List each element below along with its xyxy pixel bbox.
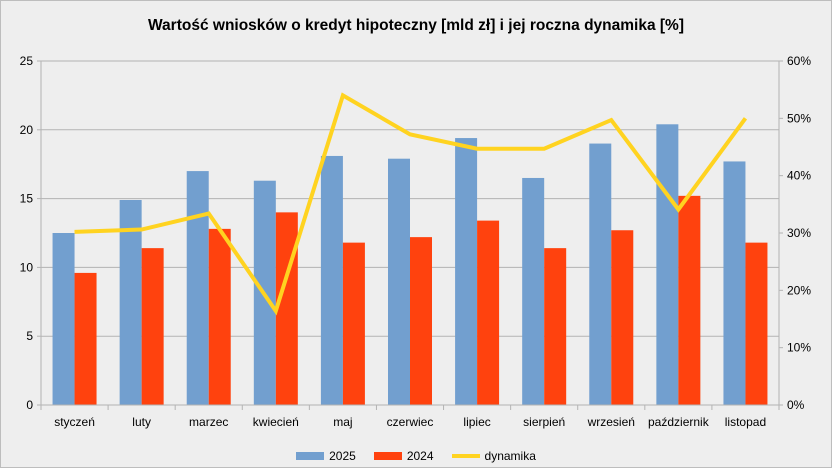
bar-2024	[410, 237, 432, 405]
x-tick-label: styczeń	[54, 415, 95, 429]
bar-2025	[656, 124, 679, 406]
bar-2024	[208, 228, 231, 405]
bar-2025	[119, 199, 142, 405]
bar-2024	[611, 230, 634, 405]
bar-2024	[544, 248, 567, 405]
x-tick-label: kwiecień	[253, 415, 299, 429]
bar-2025	[388, 158, 410, 405]
bar-2024	[745, 242, 768, 405]
bar-2025	[522, 177, 545, 405]
x-tick-label: marzec	[189, 415, 228, 429]
bar-2024	[477, 220, 500, 405]
y-tick-label: 0	[26, 398, 33, 412]
y2-tick-label: 50%	[787, 111, 811, 125]
y-tick-label: 25	[20, 54, 34, 68]
bar-2024	[342, 242, 365, 405]
legend-item-dynamika: dynamika	[451, 449, 536, 463]
chart-title: Wartość wniosków o kredyt hipoteczny [ml…	[148, 17, 684, 34]
y-tick-label: 10	[20, 260, 34, 274]
bar-2025	[52, 233, 75, 405]
legend-item-2025: 2025	[296, 449, 356, 463]
bar-2025	[320, 155, 343, 405]
x-tick-label: luty	[132, 415, 151, 429]
legend-label: 2024	[406, 449, 434, 463]
legend-swatch	[296, 452, 325, 460]
legend-swatch	[451, 454, 480, 458]
x-tick-label: lipiec	[463, 415, 490, 429]
bar-2024	[678, 195, 701, 405]
y2-tick-label: 40%	[787, 169, 811, 183]
bar-2025	[455, 138, 478, 405]
bar-2024	[275, 212, 298, 405]
y2-tick-label: 20%	[787, 283, 811, 297]
y-tick-label: 20	[20, 123, 34, 137]
y2-tick-label: 30%	[787, 226, 811, 240]
y2-tick-label: 60%	[787, 54, 811, 68]
legend-label: dynamika	[484, 449, 536, 463]
bar-2024	[141, 248, 164, 405]
legend: 2025 2024 dynamika	[1, 449, 831, 463]
legend-label: 2025	[329, 449, 356, 463]
x-tick-label: listopad	[725, 415, 766, 429]
x-tick-label: maj	[333, 415, 352, 429]
bar-2025	[723, 161, 746, 405]
y2-tick-label: 10%	[787, 341, 811, 355]
x-tick-label: czerwiec	[387, 415, 434, 429]
bar-2025	[589, 143, 612, 405]
y-tick-label: 15	[20, 192, 34, 206]
x-tick-label: sierpień	[523, 415, 565, 429]
x-tick-label: październik	[648, 415, 710, 429]
x-tick-label: wrzesień	[587, 415, 635, 429]
legend-item-2024: 2024	[373, 449, 434, 463]
y2-tick-label: 0%	[787, 398, 805, 412]
bar-2025	[186, 171, 209, 405]
legend-swatch	[373, 452, 402, 460]
y-tick-label: 5	[26, 329, 33, 343]
bar-2024	[74, 272, 97, 405]
